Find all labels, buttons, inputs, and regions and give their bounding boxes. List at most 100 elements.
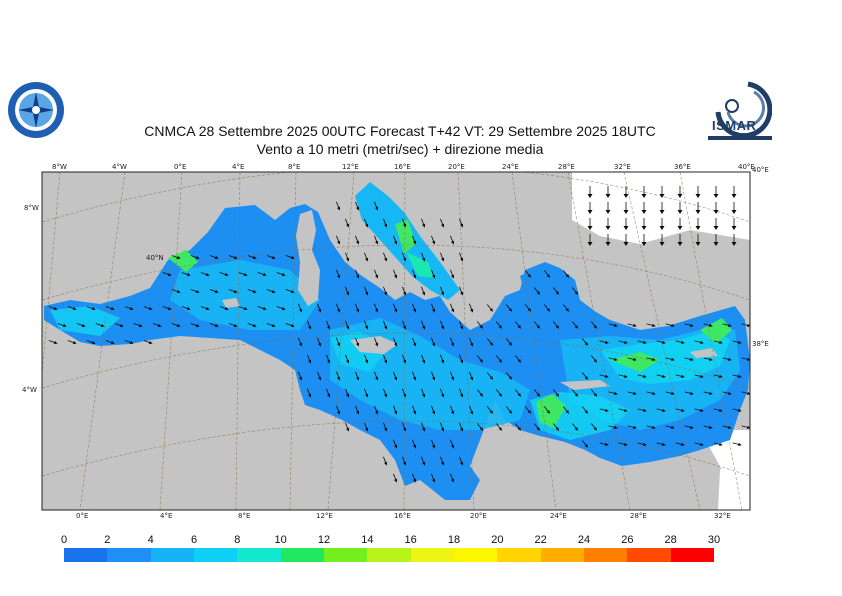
wind-arrowhead [375, 376, 379, 381]
colorbar-swatch [64, 548, 108, 562]
wind-arrowhead [584, 410, 588, 414]
wind-arrowhead [659, 226, 665, 230]
wind-band-cyan-3 [50, 306, 120, 336]
wind-arrowhead [403, 359, 407, 364]
wind-arrowhead [138, 323, 143, 328]
wind-arrowhead [413, 342, 417, 347]
wind-arrowhead [690, 391, 694, 395]
balearic [222, 298, 240, 308]
tick-left: 8°W [24, 204, 39, 212]
wind-arrowhead [186, 306, 191, 311]
colorbar-swatch [410, 548, 455, 562]
colorbar-swatch [454, 548, 498, 562]
wind-arrowhead [738, 408, 742, 412]
colorbar-swatch [280, 548, 325, 562]
wind-arrowhead [318, 308, 322, 313]
wind-arrowhead [375, 342, 379, 347]
wind-arrowhead [432, 274, 436, 279]
wind-arrowhead [148, 340, 153, 345]
wind-arrowhead [460, 461, 464, 466]
wind-arrowhead [623, 242, 629, 246]
sicily [350, 336, 398, 354]
wind-arrowhead [695, 226, 701, 230]
wind-arrowhead [413, 274, 417, 279]
wind-arrowhead [365, 291, 369, 296]
wind-arrowhead [356, 410, 360, 415]
wind-arrowhead [677, 242, 683, 246]
strong-wind-zone-2 [610, 352, 660, 372]
wind-arrowhead [432, 308, 436, 313]
tick-bottom: 32°E [714, 512, 731, 520]
wind-arrowhead [413, 240, 417, 245]
ismar-logo [708, 78, 772, 140]
tick-right: 38°E [752, 340, 769, 348]
wind-arrowhead [403, 325, 407, 330]
wind-arrowhead [624, 340, 628, 344]
wind-arrowhead [731, 242, 737, 246]
wind-arrowhead [555, 393, 559, 397]
wind-arrowhead [713, 210, 719, 214]
wind-arrowhead [652, 391, 656, 395]
wind-arrowhead [662, 340, 666, 344]
colorbar-label: 6 [190, 534, 198, 546]
colorbar-label: 12 [317, 534, 331, 546]
map-frame [41, 171, 751, 511]
wind-arrowhead [384, 257, 388, 262]
wind-arrowhead [365, 427, 369, 432]
wind-arrowhead [119, 323, 124, 328]
wind-arrowhead [643, 340, 647, 344]
wind-arrowhead [233, 255, 238, 260]
wind-arrowhead [690, 357, 694, 361]
wind-arrowhead [605, 340, 609, 344]
tick-top: 28°E [558, 163, 575, 171]
wind-arrowhead [252, 289, 257, 294]
wind-arrowhead [394, 410, 398, 415]
cnmca-logo [8, 82, 64, 138]
wind-arrowhead [671, 425, 675, 429]
wind-arrowhead [614, 323, 618, 327]
ismar-logo-text: ISMAR [712, 118, 757, 133]
wind-arrowhead [224, 272, 229, 277]
wind-arrowhead [565, 274, 569, 278]
tick-bottom: 24°E [550, 512, 567, 520]
colorbar-swatch [540, 548, 585, 562]
wind-arrowhead [403, 291, 407, 296]
map-title: CNMCA 28 Settembre 2025 00UTC Forecast T… [144, 123, 656, 139]
wind-arrowhead [451, 308, 455, 313]
wind-arrowhead [413, 478, 417, 483]
wind-arrowhead [337, 308, 341, 313]
wind-arrowhead [318, 342, 322, 347]
colorbar-label: 4 [147, 534, 154, 546]
wind-arrowhead [205, 306, 210, 311]
wind-arrowhead [470, 308, 474, 313]
wind-arrowhead [451, 444, 455, 449]
colorbar-swatch [627, 548, 672, 562]
wind-arrowhead [605, 374, 609, 378]
wind-arrowhead [709, 323, 713, 327]
wind-arrowhead [587, 194, 593, 198]
colorbar-label: 10 [274, 534, 287, 546]
wind-arrowhead [346, 257, 350, 262]
wind-arrowhead [252, 255, 257, 260]
wind-arrowhead [375, 240, 379, 245]
wind-arrowhead [584, 342, 588, 346]
wind-arrowhead [460, 325, 464, 330]
colorbar-label: 30 [707, 534, 721, 546]
wind-arrowhead [422, 325, 426, 330]
wind-arrowhead [517, 427, 521, 431]
wind-arrowhead [479, 359, 483, 363]
wind-arrowhead [167, 272, 172, 277]
strong-wind-zone-1 [536, 394, 566, 428]
wind-arrowhead [72, 340, 77, 345]
wind-arrowhead [327, 325, 331, 330]
wind-arrowhead [403, 461, 407, 466]
wind-arrowhead [394, 478, 398, 483]
wind-arrowhead [157, 323, 162, 328]
wind-arrowhead [432, 376, 436, 381]
wind-arrowhead [731, 210, 737, 214]
wind-arrowhead [422, 223, 426, 228]
wind-arrowhead [624, 408, 628, 412]
wind-arrowhead [460, 223, 464, 228]
wind-arrowhead [633, 425, 637, 429]
wind-arrowhead [605, 210, 611, 214]
